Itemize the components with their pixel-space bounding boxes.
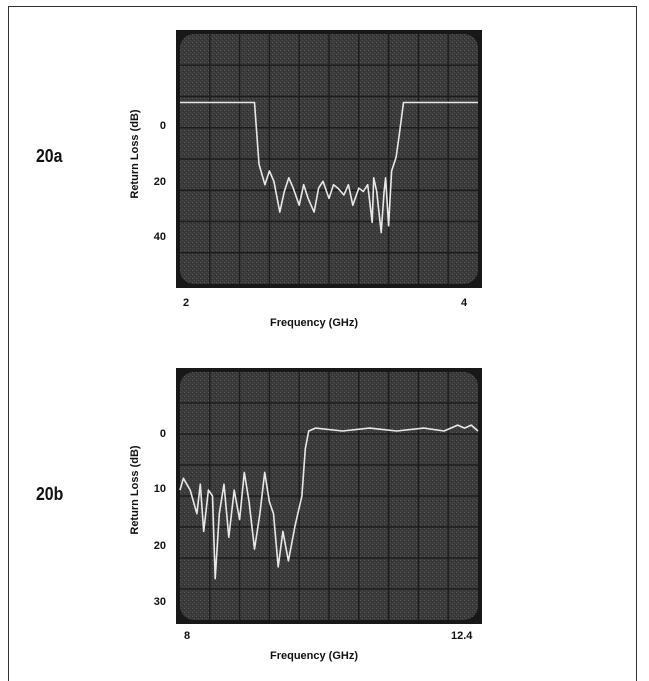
ylabel-20a: Return Loss (dB) bbox=[129, 109, 141, 199]
panel-label-20a: 20a bbox=[36, 146, 63, 166]
trace-a-0 bbox=[180, 101, 478, 234]
scope-screen-20b bbox=[176, 368, 482, 624]
xtick-20b-1: 12.4 bbox=[451, 630, 473, 642]
trace-b-0 bbox=[179, 424, 479, 580]
ytick-20a-1: 20 bbox=[153, 176, 166, 188]
xlabel-20b: Frequency (GHz) bbox=[270, 650, 359, 662]
ytick-20b-1: 10 bbox=[153, 483, 166, 495]
ytick-20b-3: 30 bbox=[153, 596, 166, 608]
ytick-20a-2: 40 bbox=[153, 231, 166, 243]
xlabel-20a: Frequency (GHz) bbox=[270, 317, 359, 329]
xtick-20b-0: 8 bbox=[184, 630, 191, 642]
graticule-a bbox=[180, 34, 478, 284]
ytick-20b-2: 20 bbox=[153, 540, 166, 552]
xtick-20a-0: 2 bbox=[183, 297, 190, 309]
scope-screen-20a bbox=[176, 30, 482, 288]
figure-frame bbox=[8, 6, 637, 681]
ytick-20b-0: 0 bbox=[159, 428, 166, 440]
xtick-20a-1: 4 bbox=[461, 297, 468, 309]
ytick-20a-0: 0 bbox=[159, 120, 166, 132]
ylabel-20b: Return Loss (dB) bbox=[129, 445, 141, 535]
panel-label-20b: 20b bbox=[36, 484, 64, 504]
graticule-b bbox=[180, 372, 478, 620]
